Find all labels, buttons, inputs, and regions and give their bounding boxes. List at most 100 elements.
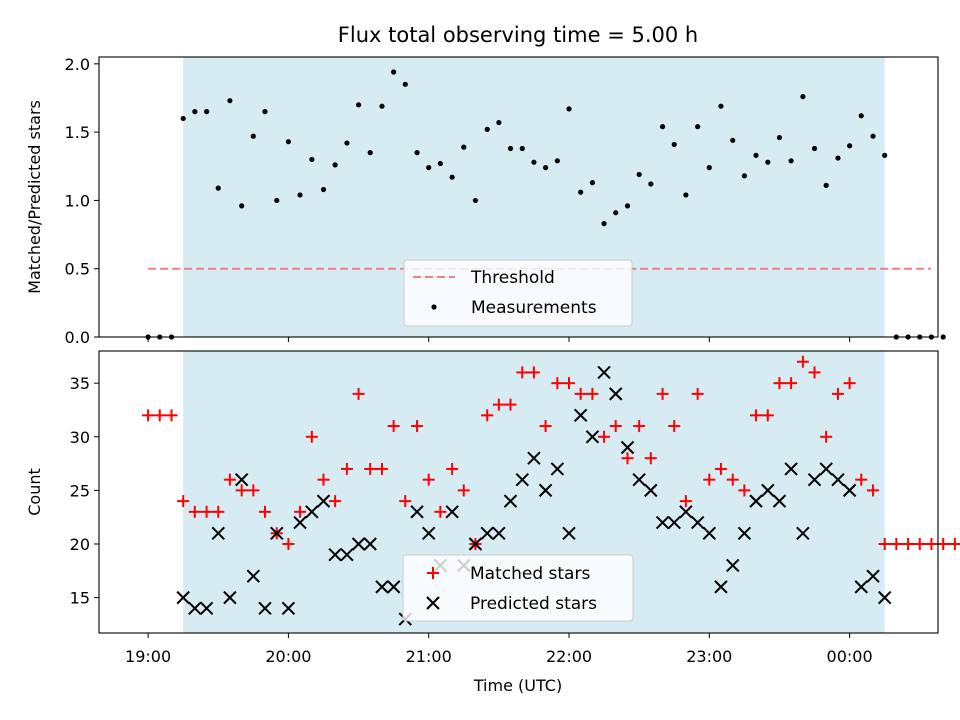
matched-stars-point bbox=[446, 462, 459, 475]
predicted-stars-point bbox=[573, 408, 588, 423]
matched-stars-point bbox=[282, 538, 295, 551]
matched-stars-point bbox=[142, 409, 155, 422]
ratio-y-axis-label: Matched/Predicted stars bbox=[25, 100, 44, 294]
predicted-stars-point bbox=[667, 515, 681, 530]
threshold-legend-label: Threshold bbox=[470, 268, 555, 288]
predicted-stars-point bbox=[749, 494, 763, 508]
measurement-point bbox=[542, 165, 549, 171]
matched-stars-point bbox=[434, 505, 447, 518]
y-tick-label: 2.0 bbox=[65, 55, 90, 74]
matched-stars-point bbox=[808, 366, 821, 379]
matched-stars-point bbox=[177, 495, 190, 508]
matched-stars-point bbox=[317, 473, 330, 486]
y-tick-label: 35 bbox=[70, 374, 90, 393]
matched-stars-point bbox=[212, 505, 225, 518]
matched-stars-point bbox=[411, 420, 424, 433]
matched-stars-point bbox=[375, 462, 388, 475]
measurement-point bbox=[823, 182, 829, 188]
y-tick-label: 30 bbox=[70, 428, 90, 447]
ratio-legend-box bbox=[403, 259, 633, 327]
matched-stars-point bbox=[656, 387, 669, 400]
predicted-stars-point bbox=[340, 548, 354, 562]
matched-stars-point bbox=[340, 462, 353, 475]
measurement-point bbox=[449, 174, 455, 180]
count-legend-box bbox=[402, 554, 634, 622]
matched-stars-point bbox=[820, 430, 833, 443]
measurement-point bbox=[847, 143, 853, 149]
measurement-point bbox=[624, 203, 631, 209]
predicted-stars-point bbox=[866, 569, 880, 583]
predicted-stars-point bbox=[305, 505, 319, 519]
matched-stars-point bbox=[902, 538, 915, 551]
predicted-stars-point bbox=[176, 590, 190, 605]
predicted-stars-point bbox=[351, 537, 366, 551]
predicted-stars-point bbox=[328, 548, 342, 562]
predicted-stars-point bbox=[480, 526, 494, 540]
matched-stars-point bbox=[247, 484, 260, 497]
matched-stars-point bbox=[153, 409, 166, 422]
matched-stars-point bbox=[527, 366, 540, 379]
predicted-stars-point bbox=[655, 515, 670, 530]
x-tick-label: 19:00 bbox=[125, 647, 171, 666]
measurement-point bbox=[776, 134, 783, 141]
predicted-stars-point bbox=[819, 462, 833, 476]
measurement-point bbox=[355, 102, 362, 108]
measurement-point bbox=[636, 171, 642, 178]
measurement-point bbox=[239, 203, 245, 209]
measurement-point bbox=[519, 145, 525, 152]
predicted-stars-point bbox=[714, 580, 728, 594]
measurement-point bbox=[496, 119, 502, 126]
measurement-point bbox=[695, 124, 701, 130]
matched-stars-point bbox=[773, 377, 786, 390]
measurement-point bbox=[659, 124, 666, 130]
matched-stars-point bbox=[796, 355, 809, 368]
measurements-legend-swatch bbox=[431, 304, 437, 310]
matched-stars-point bbox=[598, 430, 611, 443]
matched-stars-point bbox=[516, 366, 529, 379]
measurement-point bbox=[730, 137, 736, 143]
measurement-point bbox=[531, 159, 537, 165]
predicted-stars-point bbox=[445, 505, 459, 519]
predicted-stars-point bbox=[784, 462, 798, 476]
predicted-stars-point bbox=[796, 526, 810, 540]
measurement-point bbox=[414, 150, 420, 156]
predicted-stars-point bbox=[585, 430, 600, 444]
predicted-legend-label: Predicted stars bbox=[470, 594, 597, 614]
matched-stars-point bbox=[574, 387, 587, 400]
predicted-stars-point bbox=[188, 601, 202, 616]
predicted-stars-point bbox=[234, 472, 249, 487]
measurement-point bbox=[613, 210, 619, 216]
measurement-point bbox=[192, 109, 198, 115]
predicted-stars-point bbox=[644, 483, 658, 498]
measurement-point bbox=[484, 126, 490, 132]
matched-stars-point bbox=[539, 420, 552, 433]
matched-stars-point bbox=[890, 538, 903, 551]
matched-stars-point bbox=[492, 398, 505, 411]
x-tick-label: 23:00 bbox=[686, 647, 732, 666]
predicted-stars-point bbox=[726, 558, 740, 573]
x-tick-label: 22:00 bbox=[546, 647, 592, 666]
matched-stars-point bbox=[258, 505, 271, 518]
measurement-point bbox=[309, 156, 315, 163]
ratio-plot-frame bbox=[98, 56, 939, 338]
matched-stars-point bbox=[294, 505, 307, 518]
measurement-point bbox=[461, 144, 467, 150]
measurement-point bbox=[367, 150, 373, 156]
predicted-stars-point bbox=[199, 601, 214, 616]
measurement-point bbox=[262, 109, 268, 115]
matched-stars-point bbox=[586, 387, 599, 400]
predicted-stars-point bbox=[363, 537, 377, 551]
matched-stars-point bbox=[457, 484, 470, 497]
predicted-stars-point bbox=[410, 505, 424, 519]
measurement-point bbox=[180, 115, 186, 122]
x-tick-label: 21:00 bbox=[406, 647, 452, 666]
matched-stars-point bbox=[329, 495, 342, 508]
matched-stars-point bbox=[878, 538, 891, 551]
predicted-stars-point bbox=[503, 494, 518, 508]
matched-stars-point bbox=[867, 484, 880, 497]
matched-stars-point bbox=[200, 505, 213, 518]
matched-stars-point bbox=[644, 452, 657, 465]
predicted-stars-point bbox=[854, 580, 868, 594]
predicted-stars-point bbox=[772, 494, 787, 508]
matched-stars-point bbox=[223, 473, 236, 486]
